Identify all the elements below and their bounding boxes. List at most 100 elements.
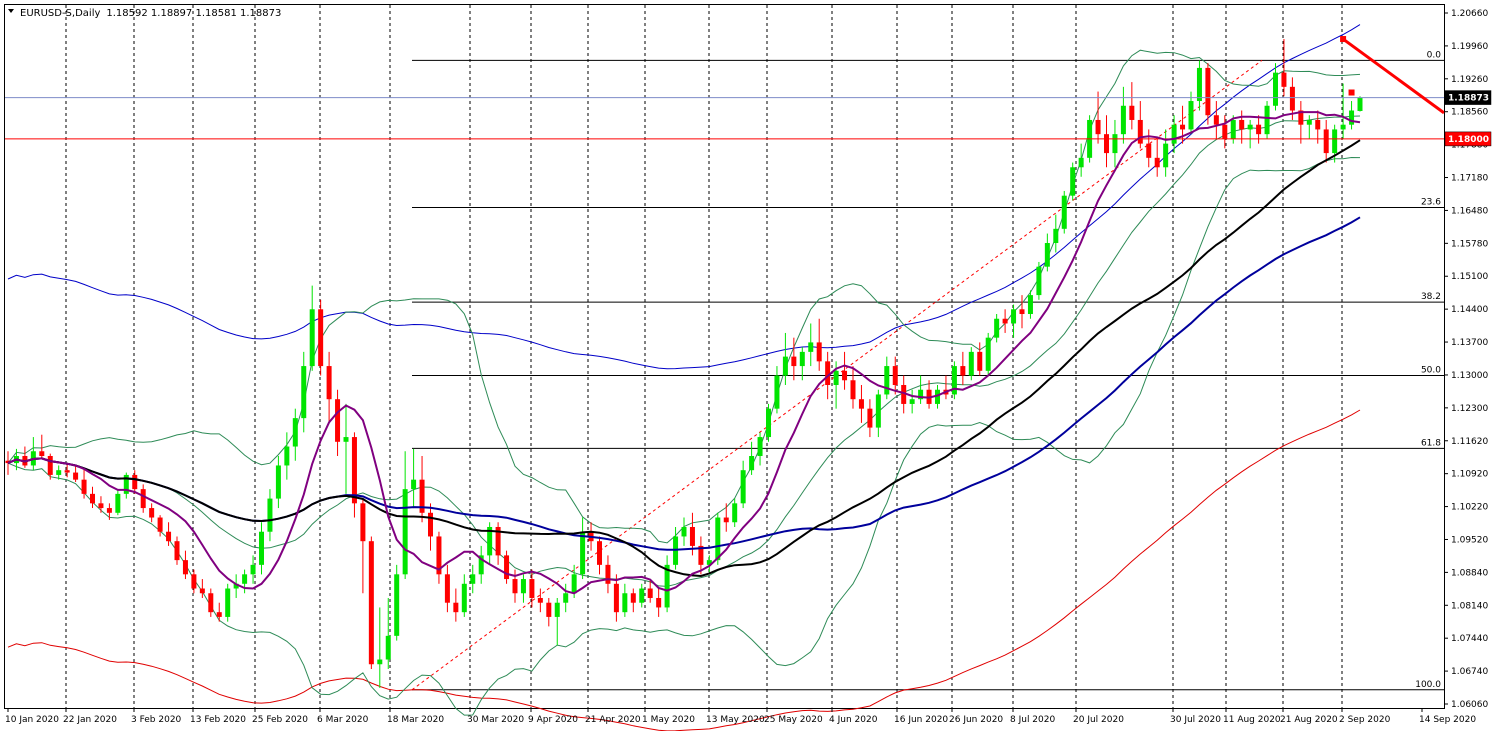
candle <box>1120 86 1126 144</box>
ma-slow-line <box>7 216 1361 551</box>
candle <box>1070 162 1076 201</box>
candle-body <box>858 399 864 409</box>
candle-body <box>706 560 712 565</box>
candle-body <box>1323 129 1329 154</box>
y-tick-label: 1.16480 <box>1451 206 1488 216</box>
candle-body <box>571 574 577 594</box>
candle <box>81 467 87 499</box>
candle <box>504 550 510 584</box>
candle <box>267 489 273 542</box>
candle <box>1027 290 1033 319</box>
candle-body <box>1247 124 1253 130</box>
candle-body <box>275 465 281 499</box>
candle <box>419 455 425 523</box>
candle <box>208 588 214 617</box>
y-tick-label: 1.13000 <box>1451 371 1488 381</box>
candle-body <box>1036 266 1042 296</box>
candle <box>749 441 755 475</box>
candle <box>935 385 940 409</box>
candle-body <box>622 593 628 613</box>
candle <box>478 545 484 584</box>
candle <box>326 351 332 423</box>
candle-body <box>326 366 332 400</box>
candle <box>918 375 924 404</box>
candle <box>1095 91 1101 144</box>
candle <box>1306 115 1312 139</box>
dropdown-arrow-icon[interactable] <box>8 9 14 13</box>
candle-body <box>174 541 180 561</box>
candle-body <box>182 560 188 575</box>
candle-body <box>512 579 518 594</box>
candle <box>1357 96 1363 112</box>
candle-body <box>605 564 611 584</box>
candle <box>360 498 366 594</box>
candle <box>1180 105 1186 144</box>
candle <box>520 574 526 603</box>
candle <box>1053 214 1059 253</box>
candle <box>250 555 256 584</box>
candle-body <box>537 597 543 603</box>
bollinger-upper-line <box>7 49 1361 544</box>
candle <box>1044 233 1050 272</box>
candle-body <box>766 408 771 438</box>
candle <box>681 517 687 546</box>
candle-body <box>233 583 239 589</box>
candle <box>461 574 467 617</box>
candle-body <box>689 526 695 546</box>
candle <box>740 460 746 509</box>
x-tick-label: 25 May 2020 <box>764 715 823 725</box>
candle-body <box>1281 72 1287 87</box>
candle-body <box>985 337 991 371</box>
trendline-handle[interactable] <box>1340 36 1347 43</box>
candle-body <box>478 555 484 575</box>
candle-body <box>385 635 391 660</box>
candle-body <box>90 493 95 504</box>
candle-body <box>461 583 467 613</box>
current-price-badge-text: 1.18873 <box>1448 94 1489 104</box>
candle-body <box>1053 228 1059 244</box>
x-tick-label: 30 Mar 2020 <box>467 715 524 725</box>
envelope-lower-line <box>7 409 1361 731</box>
x-tick-label: 26 Jun 2020 <box>949 715 1003 725</box>
candle <box>867 399 873 438</box>
candle-body <box>98 503 104 509</box>
candle-body <box>419 479 425 513</box>
fib-level-label: 61.8 <box>1421 438 1441 448</box>
candle-body <box>301 366 307 419</box>
candle <box>199 579 205 598</box>
candle-body <box>149 508 155 518</box>
x-tick-label: 4 Jun 2020 <box>829 715 878 725</box>
candle-body <box>140 489 146 509</box>
candle <box>1171 115 1177 154</box>
candle <box>259 522 264 575</box>
candle-body <box>960 366 966 376</box>
y-tick-label: 1.10920 <box>1451 470 1488 480</box>
resistance-trendline[interactable] <box>1342 37 1445 115</box>
candle <box>436 531 442 584</box>
candle-body <box>656 597 662 608</box>
candle-body <box>892 366 898 386</box>
candle-body <box>343 437 349 442</box>
trendline-handle[interactable] <box>1348 89 1355 96</box>
candle-body <box>639 588 645 603</box>
candle-body <box>1239 119 1245 130</box>
candle <box>1188 91 1194 135</box>
candle-body <box>698 545 704 565</box>
candle-body <box>757 437 763 456</box>
y-tick-label: 1.14400 <box>1451 305 1488 315</box>
current-price-badge: 1.18873 <box>1444 90 1492 105</box>
candle <box>1323 119 1329 163</box>
candle <box>546 597 552 627</box>
candle <box>132 470 138 494</box>
y-tick-label: 1.08840 <box>1451 568 1488 578</box>
candle <box>73 465 79 483</box>
candle-body <box>335 399 341 442</box>
candle-body <box>630 593 636 603</box>
candle-body <box>495 526 501 556</box>
candle-body <box>402 489 408 575</box>
candle-body <box>1078 157 1084 168</box>
candle-body <box>1044 243 1050 267</box>
candle-body <box>1019 309 1025 315</box>
candle-body <box>259 531 264 565</box>
